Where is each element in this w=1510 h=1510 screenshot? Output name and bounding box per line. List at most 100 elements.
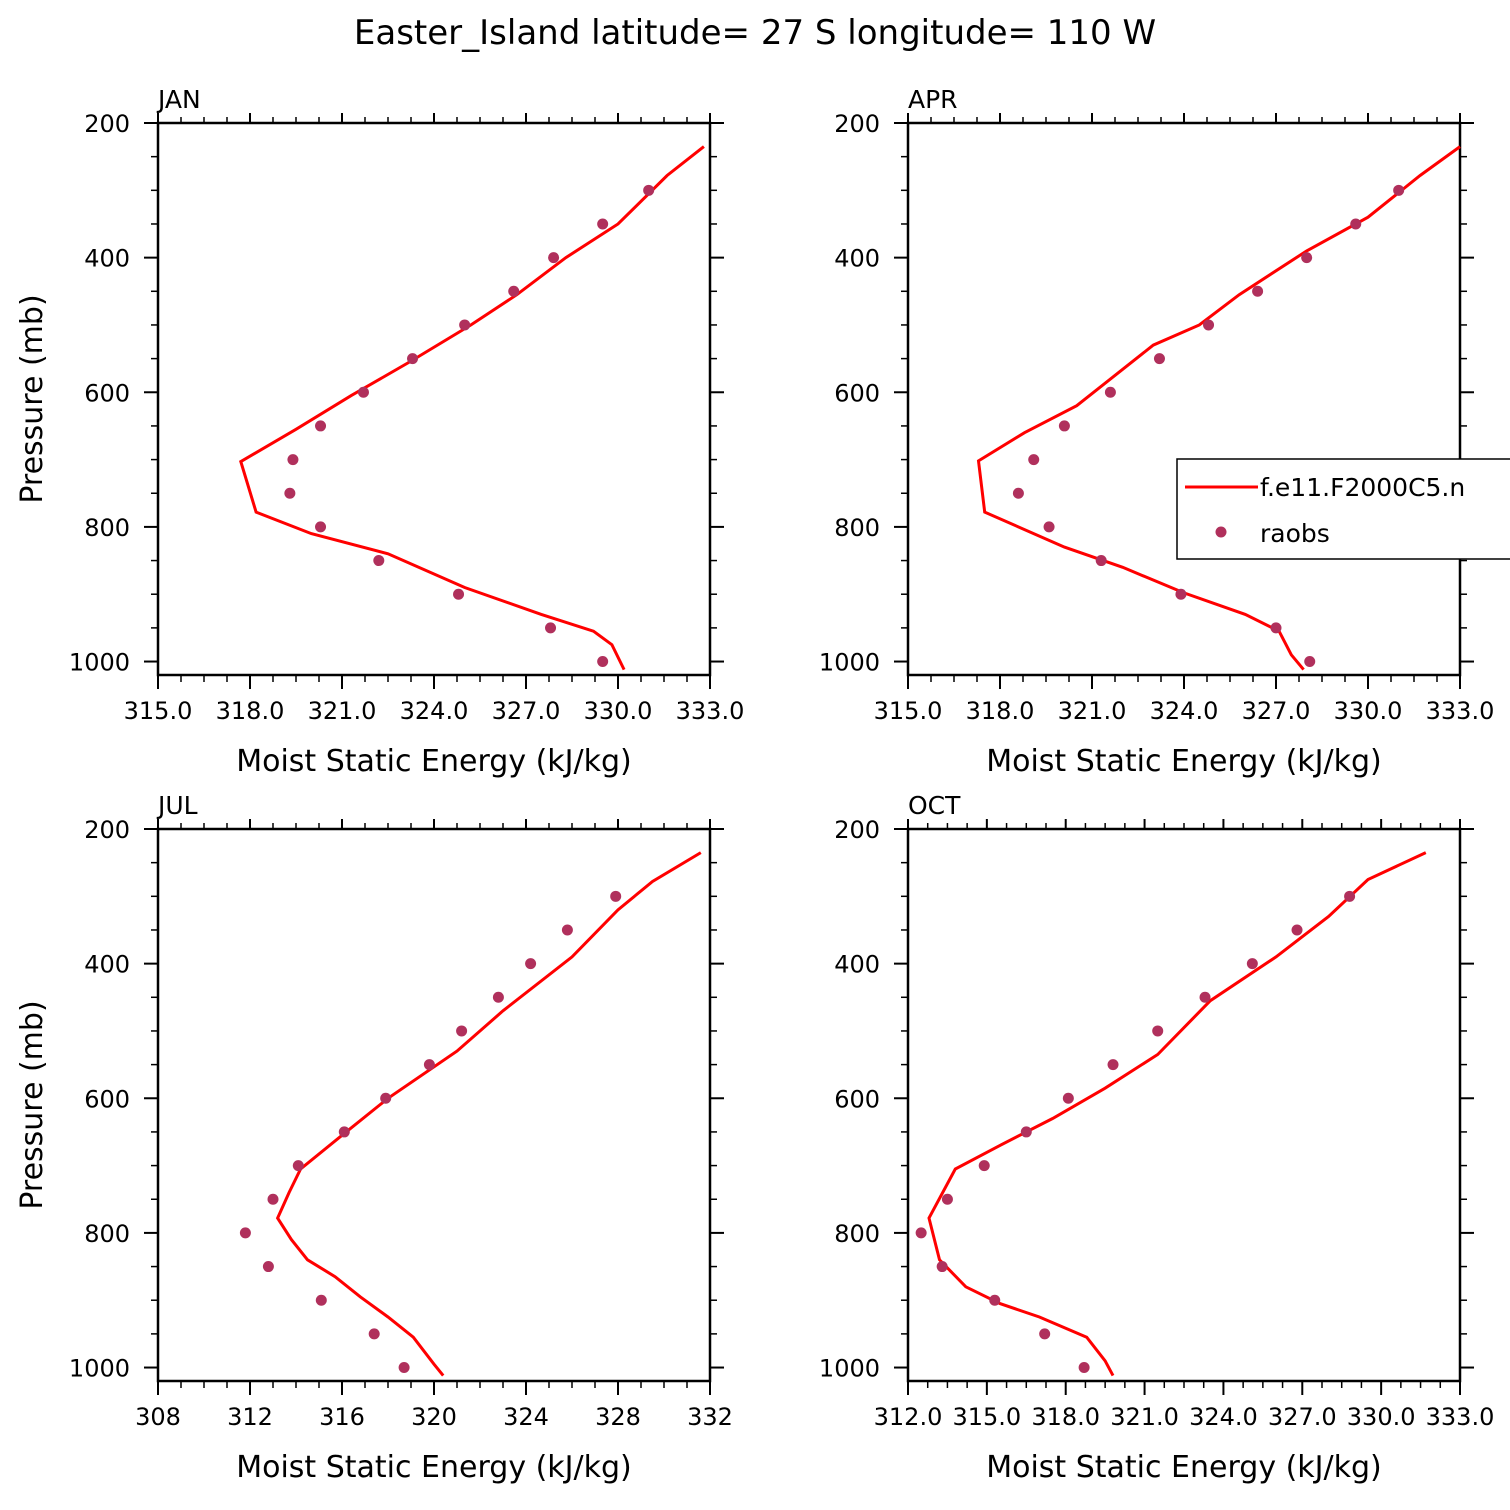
obs-point: [915, 1227, 927, 1239]
x-tick-label: 327.0: [492, 697, 561, 725]
obs-point: [1301, 252, 1313, 264]
obs-point: [315, 1294, 327, 1306]
x-tick-label: 318.0: [216, 697, 285, 725]
x-tick-label: 324.0: [1189, 1403, 1258, 1431]
obs-point: [978, 1160, 990, 1172]
obs-point: [423, 1059, 435, 1071]
x-tick-label: 327.0: [1268, 1403, 1337, 1431]
y-tick-label: 200: [84, 110, 130, 138]
obs-point: [597, 656, 609, 668]
obs-point: [936, 1261, 948, 1273]
series-line-model: [927, 851, 1427, 1377]
obs-point: [545, 622, 557, 634]
x-tick-label: 333.0: [676, 697, 745, 725]
y-tick-label: 400: [84, 951, 130, 979]
y-tick-label: 600: [834, 379, 880, 407]
obs-point: [398, 1362, 410, 1374]
obs-point: [287, 454, 299, 466]
obs-point: [610, 890, 622, 902]
obs-point: [456, 1025, 468, 1037]
x-tick-label: 315.0: [874, 697, 943, 725]
obs-point: [1203, 319, 1215, 331]
y-tick-label: 800: [834, 1220, 880, 1248]
y-tick-label: 800: [834, 514, 880, 542]
obs-point: [1350, 218, 1362, 230]
y-tick-label: 600: [84, 379, 130, 407]
y-tick-label: 1000: [819, 649, 880, 677]
obs-point: [1028, 454, 1040, 466]
y-tick-label: 800: [84, 1220, 130, 1248]
series-line-model: [275, 851, 702, 1377]
obs-point: [1153, 353, 1165, 365]
x-tick-label: 330.0: [1347, 1403, 1416, 1431]
obs-point: [1175, 588, 1187, 600]
x-tick-label: 321.0: [1110, 1403, 1179, 1431]
panel-jul: JUL 308 312 316 320 324 328 332 200 400 600 800 1000…: [15, 791, 733, 1485]
obs-point: [262, 1261, 274, 1273]
legend: f.e11.F2000C5.n raobs: [1176, 458, 1510, 560]
panel-label: APR: [908, 85, 958, 114]
y-axis-title: Pressure (mb): [15, 294, 50, 503]
obs-point: [315, 521, 327, 533]
figure-title: Easter_Island latitude= 27 S longitude= …: [354, 13, 1156, 53]
obs-point: [315, 420, 327, 432]
x-tick-label: 318.0: [966, 697, 1035, 725]
x-tick-label: 315.0: [124, 697, 193, 725]
y-axis-title: Pressure (mb): [15, 1000, 50, 1209]
y-tick-label: 600: [834, 1085, 880, 1113]
x-tick-label: 312.0: [874, 1403, 943, 1431]
x-tick-label: 330.0: [1334, 697, 1403, 725]
obs-point: [267, 1193, 279, 1205]
x-tick-label: 318.0: [1031, 1403, 1100, 1431]
obs-point: [561, 924, 573, 936]
legend-dot-swatch: [1215, 526, 1227, 538]
y-tick-label: 1000: [819, 1355, 880, 1383]
obs-point: [1107, 1059, 1119, 1071]
x-axis-title: Moist Static Energy (kJ/kg): [236, 744, 632, 779]
x-tick-label: 328: [595, 1403, 641, 1431]
x-tick-label: 324.0: [1150, 697, 1219, 725]
obs-point: [459, 319, 471, 331]
obs-point: [1012, 487, 1024, 499]
legend-box: [1176, 458, 1510, 560]
obs-point: [1062, 1092, 1074, 1104]
plot-frame: [156, 827, 712, 1383]
obs-point: [292, 1160, 304, 1172]
legend-label-model: f.e11.F2000C5.n: [1260, 473, 1465, 502]
y-tick-label: 1000: [69, 1355, 130, 1383]
obs-point: [1039, 1328, 1051, 1340]
y-tick-label: 400: [84, 245, 130, 273]
obs-point: [492, 991, 504, 1003]
x-tick-label: 321.0: [1058, 697, 1127, 725]
series-line-model: [239, 145, 705, 671]
obs-point: [548, 252, 560, 264]
panel-label: JAN: [156, 85, 201, 114]
x-axis-title: Moist Static Energy (kJ/kg): [236, 1450, 632, 1485]
obs-point: [1043, 521, 1055, 533]
obs-point: [239, 1227, 251, 1239]
x-tick-label: 324: [503, 1403, 549, 1431]
x-tick-label: 324.0: [400, 697, 469, 725]
obs-point: [1152, 1025, 1164, 1037]
x-tick-label: 333.0: [1426, 1403, 1495, 1431]
obs-point: [407, 353, 419, 365]
obs-point: [380, 1092, 392, 1104]
obs-point: [1078, 1362, 1090, 1374]
obs-point: [525, 958, 537, 970]
obs-point: [643, 184, 655, 196]
y-tick-label: 600: [84, 1085, 130, 1113]
x-tick-label: 321.0: [308, 697, 377, 725]
obs-point: [597, 218, 609, 230]
x-axis-title: Moist Static Energy (kJ/kg): [986, 744, 1382, 779]
obs-point: [1291, 924, 1303, 936]
obs-point: [941, 1193, 953, 1205]
obs-point: [1304, 656, 1316, 668]
obs-point: [1104, 386, 1116, 398]
y-tick-label: 800: [84, 514, 130, 542]
x-tick-label: 308: [135, 1403, 181, 1431]
x-axis-title: Moist Static Energy (kJ/kg): [986, 1450, 1382, 1485]
y-tick-label: 200: [834, 110, 880, 138]
x-tick-label: 315.0: [952, 1403, 1021, 1431]
y-tick-label: 200: [84, 816, 130, 844]
